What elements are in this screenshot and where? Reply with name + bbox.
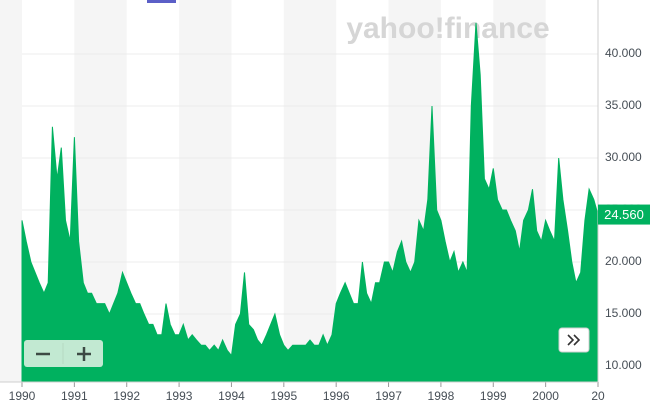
y-tick-label: 20.000 <box>605 254 642 268</box>
y-tick-label: 15.000 <box>605 306 642 320</box>
current-price-label: 24.560 <box>604 207 644 222</box>
x-tick-label: 1995 <box>270 389 297 403</box>
x-tick-label: 1992 <box>113 389 140 403</box>
scroll-button[interactable] <box>558 327 590 353</box>
x-tick-label: 1994 <box>218 389 245 403</box>
watermark: yahoo!finance <box>346 12 549 45</box>
chevrons <box>567 334 581 346</box>
range-indicator <box>147 0 176 3</box>
plot <box>21 22 599 383</box>
y-tick-label: 30.000 <box>605 150 642 164</box>
x-tick-label: 1990 <box>9 389 36 403</box>
x-tick-label: 1993 <box>166 389 193 403</box>
band <box>179 0 232 382</box>
y-tick-label: 35.000 <box>605 98 642 112</box>
x-tick-label: 1991 <box>61 389 88 403</box>
x-tick-label: 1996 <box>323 389 350 403</box>
y-tick-label: 40.000 <box>605 46 642 60</box>
zoom-controls[interactable] <box>24 340 103 367</box>
x-tick-label: 1997 <box>375 389 402 403</box>
band <box>0 0 22 382</box>
current-price-box <box>598 204 650 225</box>
x-tick-label: 20 <box>591 389 605 403</box>
band <box>283 0 337 382</box>
area <box>21 22 599 383</box>
y-tick-label: 10.000 <box>605 358 642 372</box>
x-tick-label: 1998 <box>428 389 455 403</box>
x-tick-label: 2000 <box>532 389 559 403</box>
x-tick-label: 1999 <box>480 389 507 403</box>
